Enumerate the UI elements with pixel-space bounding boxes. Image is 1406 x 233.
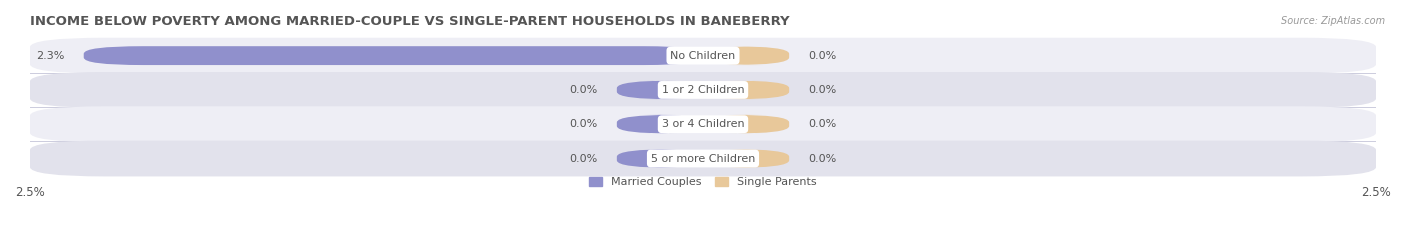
Text: 0.0%: 0.0%	[808, 85, 837, 95]
Text: 0.0%: 0.0%	[808, 119, 837, 129]
Text: 2.3%: 2.3%	[37, 51, 65, 61]
Text: 0.0%: 0.0%	[808, 154, 837, 164]
Text: No Children: No Children	[671, 51, 735, 61]
FancyBboxPatch shape	[30, 106, 1376, 142]
Text: 0.0%: 0.0%	[569, 85, 598, 95]
Text: 0.0%: 0.0%	[808, 51, 837, 61]
Text: 0.0%: 0.0%	[569, 154, 598, 164]
FancyBboxPatch shape	[30, 72, 1376, 108]
Text: 5 or more Children: 5 or more Children	[651, 154, 755, 164]
Text: 3 or 4 Children: 3 or 4 Children	[662, 119, 744, 129]
Text: Source: ZipAtlas.com: Source: ZipAtlas.com	[1281, 16, 1385, 26]
FancyBboxPatch shape	[703, 115, 789, 134]
FancyBboxPatch shape	[30, 140, 1376, 176]
FancyBboxPatch shape	[703, 80, 789, 99]
Text: 1 or 2 Children: 1 or 2 Children	[662, 85, 744, 95]
FancyBboxPatch shape	[30, 38, 1376, 74]
FancyBboxPatch shape	[617, 149, 703, 168]
FancyBboxPatch shape	[703, 46, 789, 65]
FancyBboxPatch shape	[703, 149, 789, 168]
Text: INCOME BELOW POVERTY AMONG MARRIED-COUPLE VS SINGLE-PARENT HOUSEHOLDS IN BANEBER: INCOME BELOW POVERTY AMONG MARRIED-COUPL…	[30, 15, 790, 28]
Legend: Married Couples, Single Parents: Married Couples, Single Parents	[589, 177, 817, 187]
FancyBboxPatch shape	[617, 80, 703, 99]
FancyBboxPatch shape	[84, 46, 703, 65]
Text: 0.0%: 0.0%	[569, 119, 598, 129]
FancyBboxPatch shape	[617, 115, 703, 134]
